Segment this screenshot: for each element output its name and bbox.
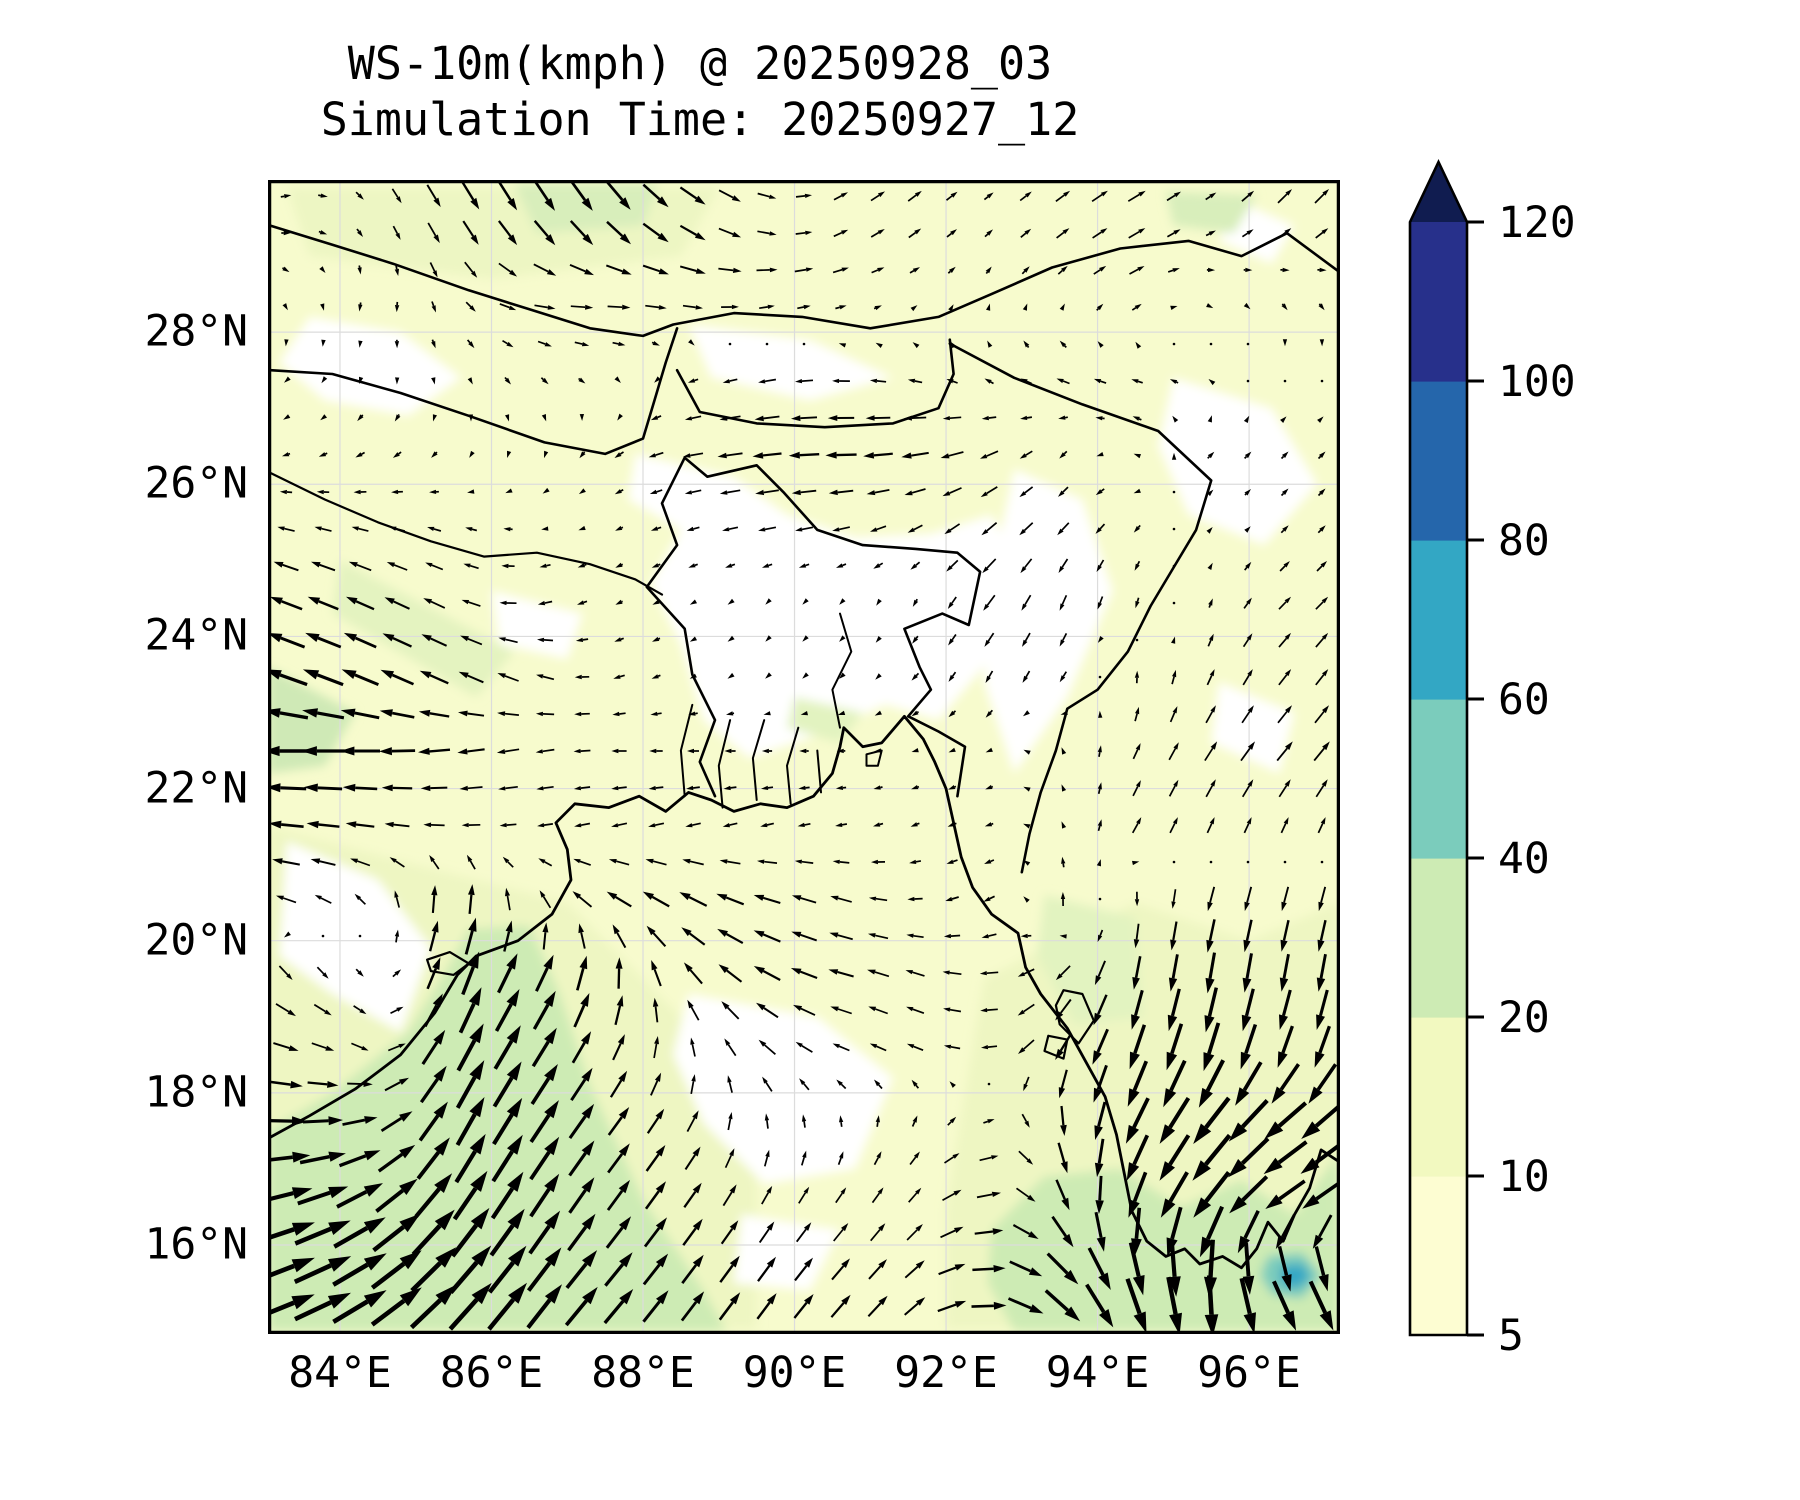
colorbar-tick-label-100: 100	[1498, 357, 1576, 407]
coastline	[268, 714, 1340, 1270]
ganges-river	[269, 471, 664, 596]
delta-river-2	[717, 719, 732, 809]
map-panel	[268, 180, 1340, 1334]
x-tick-92°E: 92°E	[894, 1348, 998, 1398]
colorbar-tick-label-5: 5	[1498, 1311, 1524, 1361]
meghna-river	[831, 612, 853, 729]
map-border	[268, 180, 1340, 1334]
y-tick-20°N: 20°N	[144, 915, 248, 966]
shading-region-calm-east-mid	[1211, 682, 1295, 774]
graticule-gridlines	[268, 180, 1340, 1334]
delta-river-5	[816, 749, 822, 794]
colorbar-tick-label-120: 120	[1498, 198, 1576, 248]
himalaya-border	[269, 224, 1340, 338]
x-tick-88°E: 88°E	[591, 1348, 695, 1398]
shading-region-wind-20-40-top-right	[1165, 191, 1257, 234]
shading-region-tint-west-band	[332, 560, 515, 698]
ramree-island	[1054, 989, 1095, 1045]
delta-river-4	[786, 726, 800, 805]
shading-region-wind-20-40-west-edge	[268, 666, 356, 774]
shading-region-calm-west-coast	[279, 841, 431, 1032]
cheduba-island	[1043, 1034, 1069, 1060]
wind-shading-layer	[268, 183, 1339, 1331]
wind-quiver-field	[268, 180, 1340, 1334]
colorbar-segment-100-120	[1410, 222, 1467, 382]
chilika-lake	[426, 951, 470, 976]
colorbar-segment-20-40	[1410, 858, 1467, 1018]
colorbar: 5 10 20 40 60 80 100 120	[1408, 158, 1576, 1361]
coastlines-and-borders	[268, 224, 1340, 1270]
shading-region-calm-central-bay	[673, 994, 893, 1185]
colorbar-tick-label-60: 60	[1498, 675, 1550, 725]
colorbar-segment-5-10	[1410, 1176, 1467, 1336]
x-tick-86°E: 86°E	[439, 1348, 544, 1398]
title-block: WS-10m(kmph) @ 20250928_03 Simulation Ti…	[0, 36, 1400, 148]
x-tick-90°E: 90°E	[742, 1348, 847, 1398]
shading-region-wind-20-40-southwest-wedge	[268, 925, 727, 1331]
map-layers	[268, 180, 1340, 1334]
plot-title: WS-10m(kmph) @ 20250928_03	[347, 37, 1053, 90]
y-tick-26°N: 26°N	[144, 458, 248, 509]
y-tick-24°N: 24°N	[144, 610, 248, 661]
delta-river-1	[679, 703, 694, 798]
shading-region-wind-20-40-top	[514, 183, 659, 234]
x-tick-84°E: 84°E	[288, 1348, 392, 1398]
colorbar-segment-80-100	[1410, 381, 1467, 541]
plot-subtitle: Simulation Time: 20250927_12	[320, 93, 1080, 146]
colorbar-extend-triangle	[1410, 162, 1467, 222]
shading-region-calm-south-bay	[733, 1214, 840, 1291]
delta-river-3	[751, 719, 766, 801]
colorbar-outline	[1408, 158, 1469, 1337]
y-tick-18°N: 18°N	[144, 1067, 248, 1118]
colorbar-tick-label-10: 10	[1498, 1152, 1550, 1202]
y-tick-22°N: 22°N	[144, 763, 248, 814]
colorbar-segment-60-80	[1410, 540, 1467, 700]
colorbar-segment-40-60	[1410, 699, 1467, 859]
colorbar-tick-label-20: 20	[1498, 993, 1550, 1043]
nepal-south-border	[269, 327, 679, 456]
shading-region-calm-east-band	[983, 469, 1113, 774]
x-tick-94°E: 94°E	[1045, 1348, 1150, 1398]
india-myanmar-border	[948, 342, 1213, 874]
map-plot	[268, 180, 1340, 1334]
colorbar-tick-label-40: 40	[1498, 834, 1550, 884]
colorbar-segment-10-20	[1410, 1017, 1467, 1177]
y-tick-16°N: 16°N	[144, 1219, 248, 1270]
shading-region-calm-northeast	[1158, 377, 1318, 546]
bangladesh-border	[645, 456, 982, 798]
x-tick-96°E: 96°E	[1197, 1348, 1301, 1398]
colorbar-tick-label-80: 80	[1498, 516, 1550, 566]
y-tick-28°N: 28°N	[144, 306, 248, 357]
